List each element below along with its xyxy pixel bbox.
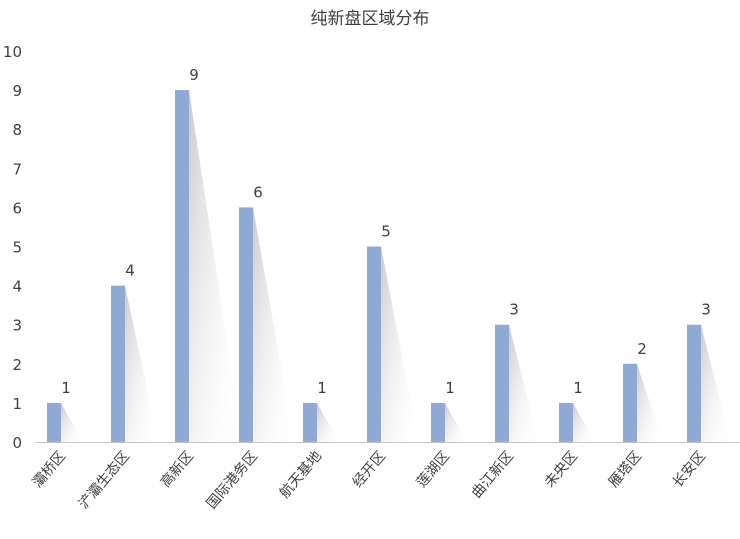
x-tick-label: 航天基地 (276, 448, 325, 502)
bar (47, 402, 61, 442)
bar-shadow (701, 324, 731, 442)
y-tick-label: 7 (12, 160, 22, 178)
bar-shadow (573, 402, 595, 442)
y-tick-label: 1 (12, 395, 22, 413)
bar (367, 246, 381, 442)
data-label: 1 (573, 379, 583, 397)
data-label: 4 (125, 262, 135, 280)
bar (175, 90, 189, 442)
bar-shadow (381, 246, 419, 442)
data-label: 6 (253, 183, 263, 201)
x-tick-label: 灞桥区 (30, 448, 69, 490)
bar-shadow (509, 324, 539, 442)
y-tick-label: 0 (12, 434, 22, 452)
y-tick-label: 10 (3, 43, 22, 61)
bar (687, 324, 701, 442)
x-tick-label: 国际港务区 (204, 448, 261, 512)
x-tick-label: 高新区 (157, 448, 197, 491)
y-tick-label: 8 (12, 121, 22, 139)
x-tick-label: 曲江新区 (469, 448, 517, 501)
x-tick-label: 雁塔区 (606, 448, 645, 490)
bars: 1 4 9 6 1 5 1 3 1 2 3 (47, 66, 731, 442)
x-tick-label: 经开区 (350, 448, 389, 490)
y-tick-label: 4 (12, 278, 22, 296)
bar-shadow (253, 207, 295, 442)
y-tick-label: 2 (12, 356, 22, 374)
bar (239, 207, 253, 442)
y-tick-label: 5 (12, 239, 22, 257)
bar-shadow (61, 402, 83, 442)
data-label: 9 (189, 66, 199, 84)
bar (559, 402, 573, 442)
data-label: 2 (637, 340, 647, 358)
bar-shadow (445, 402, 467, 442)
chart-title: 纯新盘区域分布 (311, 9, 430, 29)
bar (623, 363, 637, 442)
bar-shadow (125, 285, 159, 442)
bar-shadow (637, 363, 663, 442)
data-label: 5 (381, 223, 391, 241)
bar (111, 285, 125, 442)
x-tick-label: 长安区 (670, 448, 709, 490)
bar (431, 402, 445, 442)
bar (495, 324, 509, 442)
data-label: 3 (701, 301, 711, 319)
bar (303, 402, 317, 442)
y-tick-label: 9 (12, 82, 22, 100)
bar-shadow (189, 90, 243, 442)
x-tick-label: 浐灞生态区 (76, 448, 133, 512)
x-tick-label: 未央区 (542, 448, 581, 490)
x-axis: 灞桥区 浐灞生态区 高新区 国际港务区 航天基地 经开区 莲湖区 曲江新区 未央区 雁塔区 长安区 (30, 442, 740, 512)
bar-shadow (317, 402, 339, 442)
data-label: 1 (317, 379, 327, 397)
data-label: 1 (61, 379, 71, 397)
x-tick-label: 莲湖区 (414, 448, 453, 490)
y-tick-label: 3 (12, 317, 22, 335)
data-label: 1 (445, 379, 455, 397)
data-label: 3 (509, 301, 519, 319)
y-axis: 0 1 2 3 4 5 6 7 8 9 10 (3, 43, 22, 452)
y-tick-label: 6 (12, 199, 22, 217)
